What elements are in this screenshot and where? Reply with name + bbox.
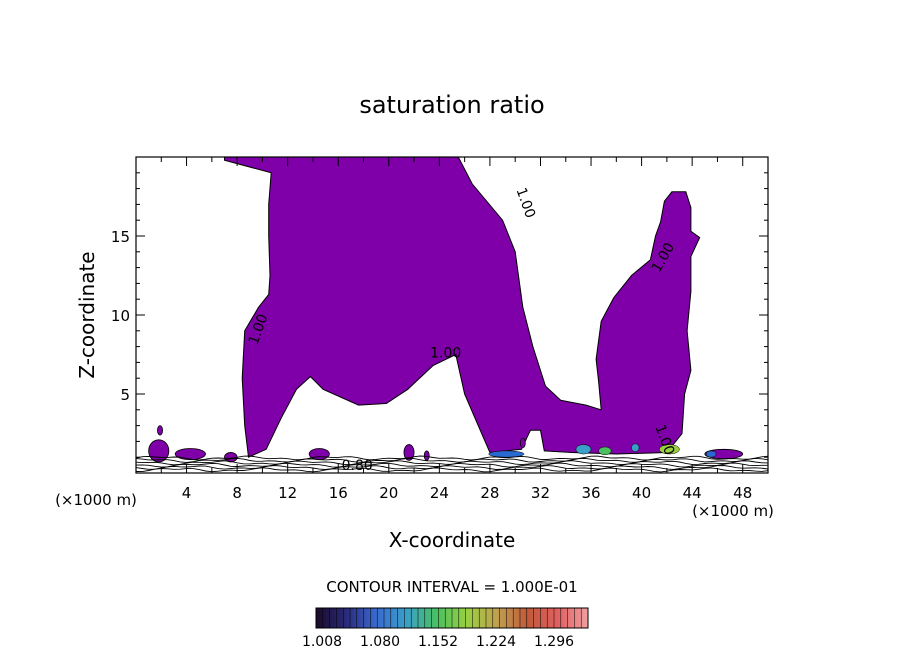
x-axis-label: X-coordinate bbox=[389, 528, 516, 552]
contour-lines bbox=[135, 455, 769, 473]
contour-interval-note: CONTOUR INTERVAL = 1.000E-01 bbox=[326, 578, 577, 596]
x-tick-label: 12 bbox=[278, 484, 297, 502]
x-tick-label: 32 bbox=[531, 484, 550, 502]
contour-label: 0.80 bbox=[342, 458, 373, 474]
saturated-patch bbox=[157, 425, 163, 436]
x-tick-label: 8 bbox=[232, 484, 242, 502]
x-tick-label: 16 bbox=[329, 484, 348, 502]
high-ratio-patch bbox=[598, 446, 612, 456]
contour-line bbox=[135, 465, 769, 470]
x-tick-label: 28 bbox=[480, 484, 499, 502]
saturated-patch bbox=[423, 450, 430, 461]
colorbar-label: 1.008 bbox=[302, 634, 342, 650]
y-tick-label: 15 bbox=[111, 228, 130, 246]
x-tick-label: 44 bbox=[683, 484, 702, 502]
saturated-patch bbox=[519, 437, 526, 449]
contour-line bbox=[135, 455, 769, 461]
saturated-region bbox=[224, 156, 701, 458]
x-unit-right: (×1000 m) bbox=[692, 502, 774, 520]
chart-title: saturation ratio bbox=[359, 91, 544, 119]
x-unit-left: (×1000 m) bbox=[55, 491, 137, 509]
high-ratio-patch bbox=[631, 443, 640, 452]
y-tick-label: 5 bbox=[120, 386, 130, 404]
x-tick-label: 4 bbox=[182, 484, 192, 502]
colorbar-label: 1.152 bbox=[418, 634, 458, 650]
colorbar: 1.008 1.080 1.152 1.224 1.296 bbox=[302, 607, 589, 650]
saturated-patch bbox=[148, 439, 170, 463]
plot-area: 1.001.001.001.001.000.80 4 8 12 16 20 24 28 32 3… bbox=[111, 156, 769, 502]
filled-contours bbox=[148, 156, 744, 463]
high-ratio-patch bbox=[575, 444, 592, 455]
contour-line bbox=[135, 462, 768, 468]
high-ratio-patch bbox=[659, 444, 680, 455]
contour-line bbox=[135, 457, 769, 463]
contour-label: 1.00 bbox=[430, 346, 461, 362]
saturated-patch bbox=[174, 448, 206, 460]
x-tick-label: 20 bbox=[379, 484, 398, 502]
x-tick-label: 40 bbox=[632, 484, 651, 502]
colorbar-label: 1.296 bbox=[534, 634, 574, 650]
colorbar-label: 1.080 bbox=[360, 634, 400, 650]
x-tick-label: 24 bbox=[430, 484, 449, 502]
y-tick-label: 10 bbox=[111, 307, 130, 325]
high-ratio-patch bbox=[705, 450, 717, 458]
y-axis-label: Z-coordinate bbox=[75, 251, 99, 378]
contour-line bbox=[135, 467, 769, 473]
saturated-patch bbox=[403, 444, 415, 461]
x-tick-label: 36 bbox=[581, 484, 600, 502]
colorbar-label: 1.224 bbox=[476, 634, 516, 650]
x-tick-label: 48 bbox=[733, 484, 752, 502]
